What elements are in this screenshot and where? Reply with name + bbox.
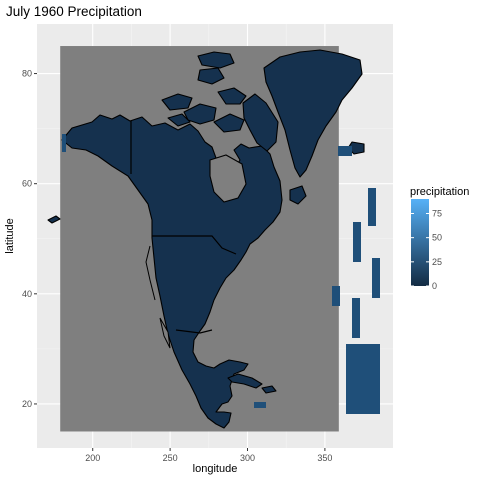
raster-cell — [352, 298, 360, 338]
x-tick-label: 200 — [85, 453, 100, 463]
raster-cell — [338, 146, 352, 156]
legend-label: 25 — [432, 257, 442, 267]
greenland-landmass — [263, 49, 363, 178]
arctic-island — [197, 51, 235, 69]
x-tick-label: 350 — [317, 453, 332, 463]
y-tick-label: 40 — [22, 289, 32, 299]
raster-cell — [332, 286, 340, 306]
raster-edge-cells — [62, 134, 380, 414]
y-tick-label: 60 — [22, 179, 32, 189]
chart-title: July 1960 Precipitation — [6, 4, 142, 19]
arctic-island — [197, 67, 225, 85]
legend-label: 75 — [432, 209, 442, 219]
us-mexico-border — [175, 329, 213, 334]
raster-cell — [346, 344, 380, 414]
hispaniola — [261, 385, 277, 394]
legend-label: 0 — [432, 281, 437, 291]
arctic-island — [167, 113, 191, 127]
x-tick-label: 300 — [240, 453, 255, 463]
raster-cell — [368, 188, 376, 226]
raster-cell — [254, 402, 266, 408]
legend-colorbar — [411, 199, 429, 286]
hudson-bay — [209, 154, 247, 203]
cuba — [227, 373, 263, 389]
raster-cell — [372, 258, 380, 298]
legend-title: precipitation — [410, 186, 469, 198]
map-layer — [47, 46, 380, 432]
y-tick-label: 20 — [22, 399, 32, 409]
raster-cell — [62, 134, 66, 152]
legend: precipitation 75 50 25 0 — [410, 186, 469, 291]
gulf-of-california — [159, 317, 171, 349]
x-axis-label: longitude — [193, 463, 238, 475]
legend-ticks: 75 50 25 0 — [411, 209, 442, 291]
raster-cell — [353, 222, 361, 262]
baffin-island — [242, 93, 279, 152]
y-axis-label: latitude — [4, 218, 16, 253]
newfoundland — [289, 185, 307, 205]
arctic-island — [213, 113, 245, 133]
us-canada-border — [152, 235, 237, 255]
coastline — [145, 245, 156, 301]
aleutian-island — [47, 215, 61, 224]
x-tick-label: 250 — [163, 453, 178, 463]
arctic-island — [217, 87, 247, 105]
y-tick-label: 80 — [22, 69, 32, 79]
legend-label: 50 — [432, 233, 442, 243]
axis-ticks: 200 250 300 350 20 40 60 80 — [22, 69, 332, 463]
arctic-island — [161, 93, 193, 111]
